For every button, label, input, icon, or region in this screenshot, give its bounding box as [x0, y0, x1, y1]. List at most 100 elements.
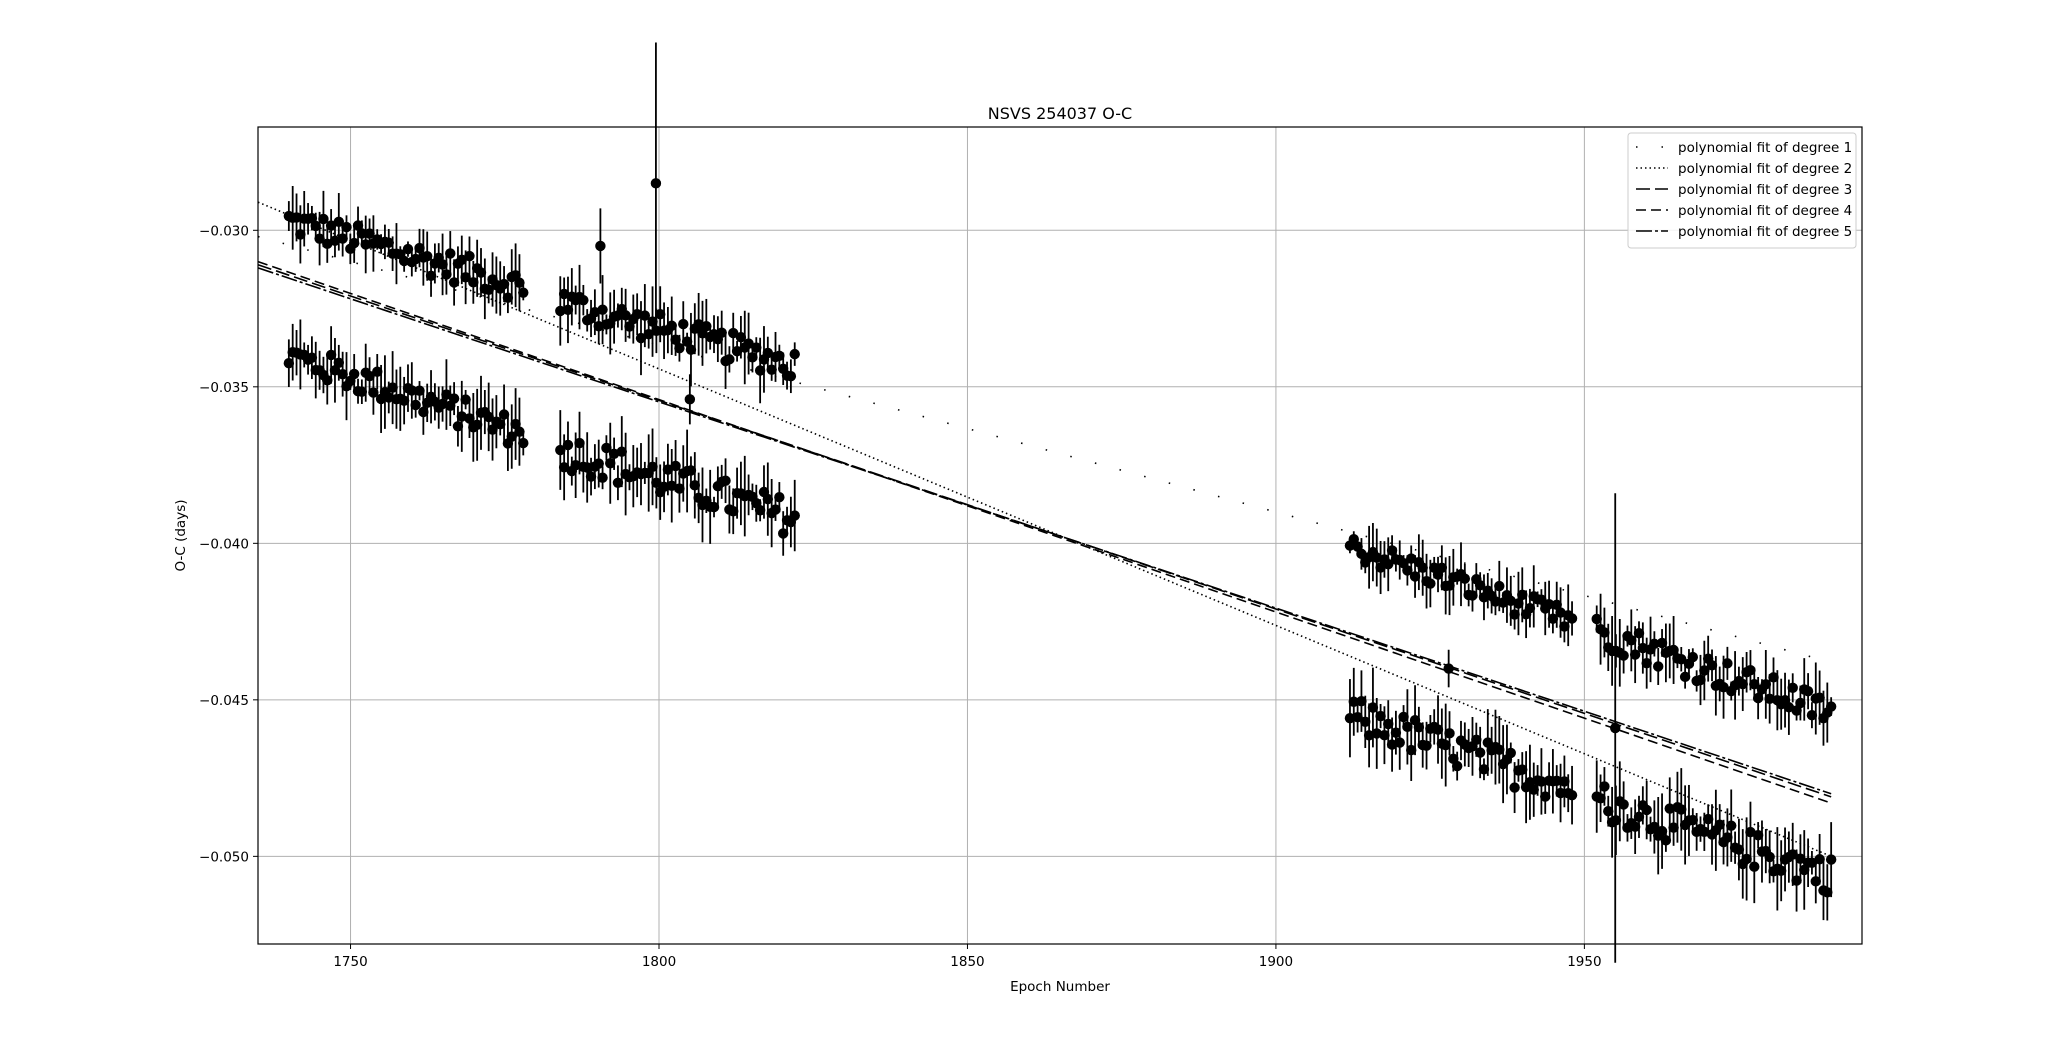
data-marker: [762, 347, 774, 359]
data-point: [406, 362, 418, 419]
data-point: [441, 254, 452, 295]
data-point: [325, 326, 337, 384]
data-point: [372, 354, 383, 390]
data-marker: [360, 239, 371, 250]
data-point: [1517, 752, 1528, 788]
data-point: [1626, 609, 1637, 672]
data-marker: [1398, 711, 1409, 723]
data-marker: [506, 431, 517, 442]
data-marker: [597, 472, 608, 483]
data-point: [1383, 537, 1394, 592]
data-point: [1599, 767, 1610, 806]
data-point: [1547, 604, 1559, 634]
data-marker: [1787, 682, 1798, 694]
data-marker: [1540, 791, 1551, 802]
data-marker: [647, 461, 658, 473]
data-marker: [510, 418, 521, 430]
data-marker: [1494, 744, 1505, 755]
data-point: [1417, 539, 1428, 596]
data-point: [452, 406, 464, 447]
data-point: [1451, 751, 1463, 781]
data-point: [1344, 679, 1356, 758]
data-marker: [1367, 702, 1379, 713]
data-point: [754, 337, 766, 404]
data-marker: [414, 385, 425, 396]
data-marker: [597, 304, 608, 315]
data-point: [1676, 768, 1687, 851]
data-marker: [651, 325, 662, 337]
data-marker: [464, 250, 475, 262]
x-tick-label: 1950: [1567, 954, 1601, 970]
data-marker: [483, 284, 494, 296]
data-point: [1444, 555, 1455, 616]
data-marker: [1679, 671, 1691, 683]
data-marker: [681, 336, 693, 347]
data-point: [1528, 762, 1539, 817]
data-marker: [616, 446, 627, 457]
data-marker: [595, 240, 606, 252]
data-point: [751, 337, 762, 358]
data-marker: [448, 277, 460, 288]
data-marker: [605, 458, 616, 469]
data-marker: [678, 318, 689, 330]
data-point: [1555, 763, 1566, 823]
data-point: [1687, 808, 1699, 832]
data-point: [348, 354, 360, 394]
data-marker: [1641, 657, 1652, 669]
data-point: [325, 209, 337, 242]
data-marker: [483, 411, 494, 423]
data-point: [295, 205, 306, 264]
data-marker: [348, 368, 360, 380]
data-marker: [701, 320, 712, 332]
data-marker: [1737, 678, 1748, 690]
data-point: [1443, 649, 1454, 688]
data-point: [460, 389, 471, 410]
data-point: [348, 223, 360, 263]
data-marker: [674, 343, 685, 354]
data-marker: [1474, 580, 1486, 591]
data-marker: [1618, 650, 1629, 661]
data-point: [1764, 674, 1775, 724]
data-point: [1649, 800, 1660, 854]
data-point: [1802, 673, 1814, 710]
data-point: [1490, 587, 1501, 616]
data-point: [789, 479, 800, 552]
data-marker: [1718, 681, 1729, 693]
data-marker: [460, 272, 471, 283]
legend-label: polynomial fit of degree 5: [1678, 224, 1852, 240]
y-tick-label: −0.035: [199, 380, 249, 396]
data-marker: [751, 342, 762, 353]
data-point: [708, 496, 720, 518]
data-marker: [1551, 599, 1562, 610]
data-marker: [1656, 825, 1668, 837]
data-point: [1768, 657, 1779, 698]
data-marker: [1768, 672, 1779, 683]
data-marker: [460, 394, 471, 405]
data-marker: [425, 270, 437, 281]
data-marker: [555, 444, 566, 456]
data-point: [283, 339, 295, 388]
data-point: [1394, 715, 1405, 770]
data-point: [498, 384, 510, 445]
data-marker: [1536, 594, 1547, 605]
data-marker: [1633, 628, 1645, 639]
x-tick-label: 1750: [333, 954, 367, 970]
data-marker: [754, 365, 766, 376]
data-point: [1352, 701, 1363, 733]
data-point: [1676, 647, 1687, 672]
data-point: [612, 465, 624, 501]
data-point: [514, 254, 525, 312]
data-point: [1668, 616, 1679, 684]
data-point: [364, 357, 375, 395]
data-marker: [514, 426, 525, 437]
fit-line-degree-5: [257, 267, 1832, 795]
data-point: [1459, 563, 1471, 594]
data-point: [1482, 709, 1494, 776]
data-point: [368, 370, 379, 415]
data-marker: [1459, 573, 1471, 584]
data-point: [437, 233, 448, 296]
data-point: [418, 389, 429, 435]
data-point: [464, 236, 475, 276]
data-point: [352, 206, 364, 245]
